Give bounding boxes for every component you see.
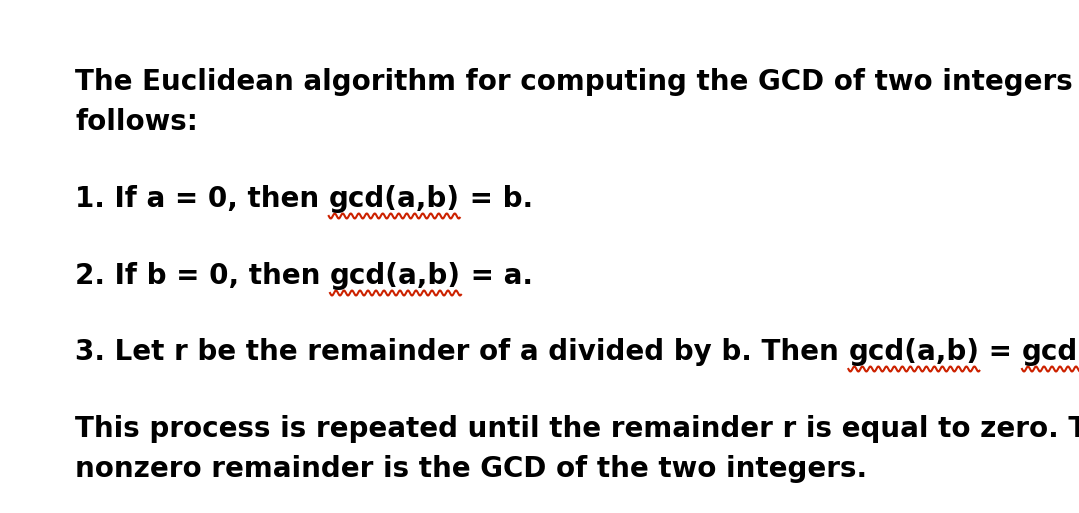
Text: follows:: follows: <box>76 108 197 136</box>
Text: nonzero remainder is the GCD of the two integers.: nonzero remainder is the GCD of the two … <box>76 455 868 483</box>
Text: gcd(b,r): gcd(b,r) <box>1022 338 1079 366</box>
Text: This process is repeated until the remainder r is equal to zero. The last: This process is repeated until the remai… <box>76 415 1079 443</box>
Text: 3. Let r be the remainder of a divided by b. Then: 3. Let r be the remainder of a divided b… <box>76 338 848 366</box>
Text: = b.: = b. <box>460 185 533 213</box>
Text: =: = <box>980 338 1022 366</box>
Text: = a.: = a. <box>461 262 533 290</box>
Text: 1. If a = 0, then: 1. If a = 0, then <box>76 185 329 213</box>
Text: The Euclidean algorithm for computing the GCD of two integers is as: The Euclidean algorithm for computing th… <box>76 68 1079 96</box>
Text: gcd(a,b): gcd(a,b) <box>329 185 460 213</box>
Text: gcd(a,b): gcd(a,b) <box>848 338 980 366</box>
Text: gcd(a,b): gcd(a,b) <box>330 262 461 290</box>
Text: 2. If b = 0, then: 2. If b = 0, then <box>76 262 330 290</box>
